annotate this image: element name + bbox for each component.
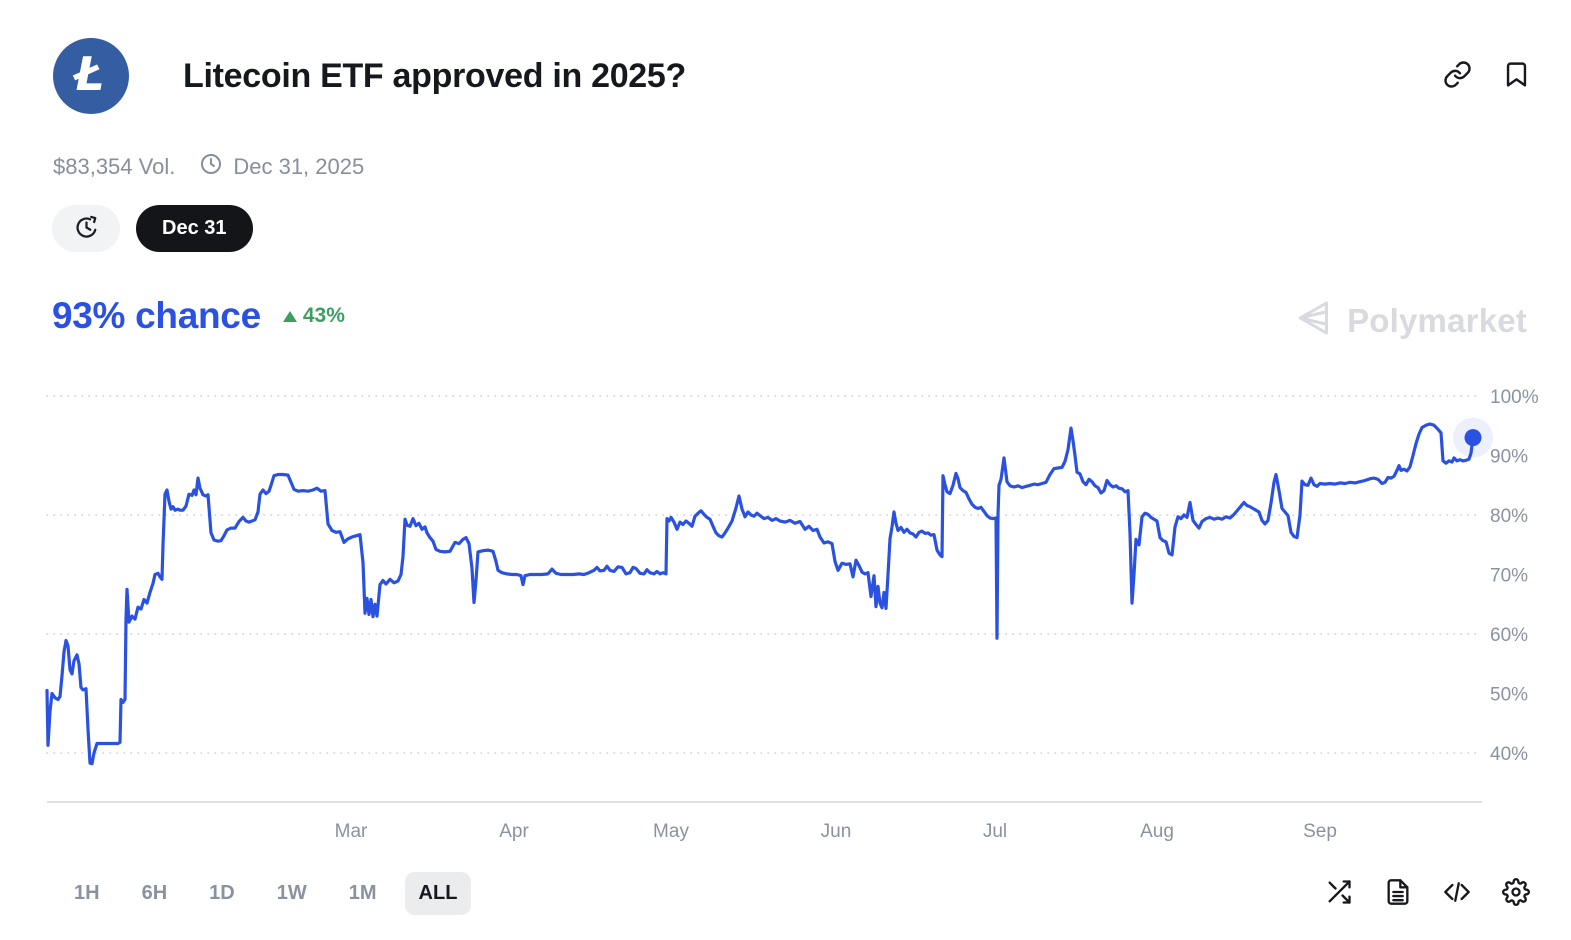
outcome-pill-dec31[interactable]: Dec 31 [136, 205, 253, 252]
timeframe-all[interactable]: ALL [404, 871, 472, 915]
timeframe-6h[interactable]: 6H [128, 872, 182, 915]
clock-icon [199, 152, 223, 182]
y-tick-label: 60% [1490, 625, 1528, 646]
chart-footer: 1H 6H 1D 1W 1M ALL [60, 868, 1530, 918]
chance-delta: 43% [282, 304, 345, 328]
polymarket-wordmark: Polymarket [1347, 301, 1527, 339]
market-header: Ł Litecoin ETF approved in 2025? [53, 36, 1531, 116]
timeline-toggle-button[interactable] [52, 205, 120, 252]
chance-value: 93% chance [52, 295, 261, 336]
timeframe-1w[interactable]: 1W [263, 872, 321, 915]
x-tick-label: Jun [821, 821, 852, 842]
y-tick-label: 70% [1490, 566, 1528, 587]
x-tick-label: Aug [1140, 821, 1174, 842]
copy-link-button[interactable] [1443, 60, 1472, 92]
page-title: Litecoin ETF approved in 2025? [183, 56, 686, 95]
gear-icon [1502, 877, 1530, 909]
embed-button[interactable] [1443, 878, 1471, 909]
x-tick-label: Jul [983, 821, 1007, 842]
x-tick-label: Mar [335, 821, 368, 842]
header-actions [1443, 60, 1531, 92]
x-tick-label: Sep [1303, 821, 1337, 842]
clock-countdown-icon [73, 214, 100, 244]
polymarket-logo-icon [1294, 298, 1334, 343]
timeframe-1m[interactable]: 1M [335, 872, 391, 915]
settings-button[interactable] [1502, 877, 1530, 909]
link-icon [1443, 60, 1472, 92]
current-point-dot [1464, 429, 1482, 447]
random-market-button[interactable] [1325, 878, 1353, 909]
bookmark-button[interactable] [1502, 60, 1531, 92]
shuffle-icon [1325, 878, 1353, 909]
y-tick-label: 80% [1490, 506, 1528, 527]
x-tick-label: May [653, 821, 689, 842]
outcome-pill-label: Dec 31 [162, 217, 227, 239]
chance-row: 93% chance 43% [52, 295, 345, 337]
market-meta: $83,354 Vol. Dec 31, 2025 [53, 152, 364, 182]
y-tick-label: 40% [1490, 744, 1528, 765]
probability-line [45, 422, 1475, 766]
chart-tools [1325, 877, 1530, 909]
litecoin-glyph: Ł [73, 47, 105, 101]
end-date-text: Dec 31, 2025 [233, 154, 365, 179]
polymarket-watermark: Polymarket [1294, 298, 1527, 343]
y-tick-label: 100% [1490, 387, 1539, 408]
litecoin-logo: Ł [53, 38, 129, 114]
timeframe-selector: 1H 6H 1D 1W 1M ALL [60, 871, 472, 915]
delta-up-triangle-icon [282, 304, 297, 328]
bookmark-icon [1502, 60, 1531, 92]
document-icon [1384, 878, 1412, 909]
code-icon [1443, 878, 1471, 909]
timeframe-1h[interactable]: 1H [60, 872, 114, 915]
y-tick-label: 50% [1490, 685, 1528, 706]
outcome-pills: Dec 31 [52, 205, 253, 252]
volume-text: $83,354 Vol. [53, 154, 176, 179]
delta-value: 43% [302, 304, 345, 327]
y-tick-label: 90% [1490, 447, 1528, 468]
rules-button[interactable] [1384, 878, 1412, 909]
timeframe-1d[interactable]: 1D [195, 872, 249, 915]
x-tick-label: Apr [499, 821, 529, 842]
